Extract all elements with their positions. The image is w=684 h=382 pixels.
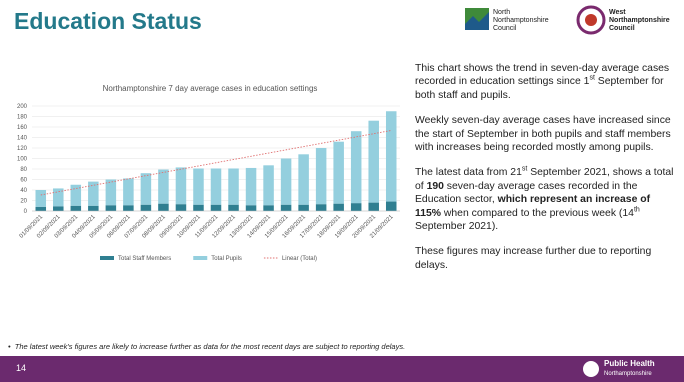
legend-label: Total Staff Members — [118, 256, 171, 262]
footer-bar: 14 Public Health Northamptonshire — [0, 356, 684, 382]
bar — [228, 204, 239, 211]
bar — [333, 203, 344, 211]
text-segment: st — [589, 74, 595, 82]
bar — [175, 167, 187, 205]
legend-label: Linear (Total) — [282, 256, 317, 262]
bar — [315, 204, 327, 211]
footer-logo-icon — [583, 361, 599, 377]
bar — [35, 206, 47, 211]
bar — [368, 202, 379, 211]
text-segment: th — [633, 206, 640, 214]
bar — [210, 168, 222, 205]
footnote-text: The latest week's figures are likely to … — [14, 342, 406, 351]
bar — [193, 168, 204, 205]
logo-text: West — [609, 9, 626, 16]
bar — [298, 154, 309, 205]
bar — [245, 167, 257, 206]
bar — [333, 141, 344, 204]
bar — [280, 204, 292, 211]
logo-text: North — [493, 9, 510, 16]
bar — [245, 205, 257, 211]
bar — [315, 148, 327, 205]
bar — [210, 204, 222, 211]
bar — [263, 165, 274, 206]
logo-text: Public Health — [604, 359, 655, 368]
page-number: 14 — [16, 363, 27, 373]
logos: North Northamptonshire Council West Nort… — [465, 5, 670, 35]
text-segment: This chart shows the trend in seven-day … — [415, 63, 670, 88]
logo-text: Northamptonshire — [493, 17, 549, 24]
text-segment: 190 — [426, 180, 444, 192]
bar — [140, 204, 152, 211]
text-segment: which represent an increase of 115% — [415, 194, 651, 219]
y-tick-label: 120 — [17, 146, 28, 152]
bar — [158, 169, 169, 204]
bar — [385, 201, 397, 211]
y-tick-label: 140 — [17, 136, 28, 142]
bar — [53, 206, 64, 211]
bar — [70, 205, 82, 211]
chart: Northamptonshire 7 day average cases in … — [17, 84, 400, 262]
logo-text: Council — [493, 25, 517, 32]
text-segment: September 2021). — [415, 221, 499, 233]
chart-title: Northamptonshire 7 day average cases in … — [103, 84, 318, 93]
y-tick-label: 160 — [17, 125, 28, 131]
bar — [228, 168, 239, 205]
bar — [35, 190, 47, 207]
paragraph: These figures may increase further due t… — [415, 245, 677, 272]
trendline — [40, 130, 392, 196]
y-tick-label: 20 — [20, 199, 27, 205]
bar — [175, 204, 187, 211]
logo-text: Northamptonshire — [604, 371, 652, 377]
bar — [193, 204, 204, 211]
west-logo-inner — [585, 14, 597, 26]
footnote: • The latest week's figures are likely t… — [8, 342, 406, 351]
bar — [70, 184, 82, 206]
text-segment: when compared to the previous week (14 — [441, 207, 634, 219]
bar — [385, 111, 397, 202]
bar — [140, 173, 152, 205]
y-tick-label: 200 — [17, 104, 28, 110]
y-tick-label: 0 — [24, 209, 28, 215]
text-segment: Weekly seven-day average cases have incr… — [415, 115, 671, 154]
bar — [298, 204, 309, 211]
bar — [105, 179, 117, 206]
bar — [158, 203, 169, 211]
bar — [263, 205, 274, 211]
bar — [350, 203, 362, 211]
bar — [105, 205, 117, 211]
logo-text: Northamptonshire — [609, 17, 670, 24]
text-segment: September 2021, shows a total of — [415, 167, 674, 192]
bar — [88, 205, 99, 211]
y-tick-label: 60 — [20, 178, 27, 184]
bar — [280, 158, 292, 205]
text-segment: st — [521, 165, 528, 173]
text-segment: These figures may increase further due t… — [415, 246, 652, 271]
bar — [350, 131, 362, 204]
bar — [368, 120, 379, 203]
slide-title: Education Status — [14, 8, 202, 34]
legend-swatch — [193, 256, 208, 260]
north-logo-shape — [465, 12, 489, 30]
text-segment: The latest data from 21 — [415, 167, 522, 179]
paragraph: The latest data from 21st September 2021… — [415, 166, 677, 233]
y-tick-label: 80 — [20, 167, 27, 173]
paragraph: Weekly seven-day average cases have incr… — [415, 114, 677, 154]
y-tick-label: 100 — [17, 157, 28, 163]
bar — [53, 188, 64, 207]
text-segment: seven-day average cases recorded in the … — [415, 180, 638, 206]
footer-logo: Public Health Northamptonshire — [583, 359, 655, 377]
legend-label: Total Pupils — [211, 256, 242, 262]
legend-swatch — [100, 256, 114, 260]
y-tick-label: 40 — [20, 188, 27, 194]
paragraph: This chart shows the trend in seven-day … — [415, 62, 677, 102]
text-panel: This chart shows the trend in seven-day … — [415, 62, 677, 284]
bar — [88, 181, 99, 206]
bar — [123, 205, 134, 211]
bar — [123, 178, 134, 206]
logo-text: Council — [609, 25, 635, 32]
text-segment: September for both staff and pupils. — [415, 76, 664, 101]
y-tick-label: 180 — [17, 115, 28, 121]
